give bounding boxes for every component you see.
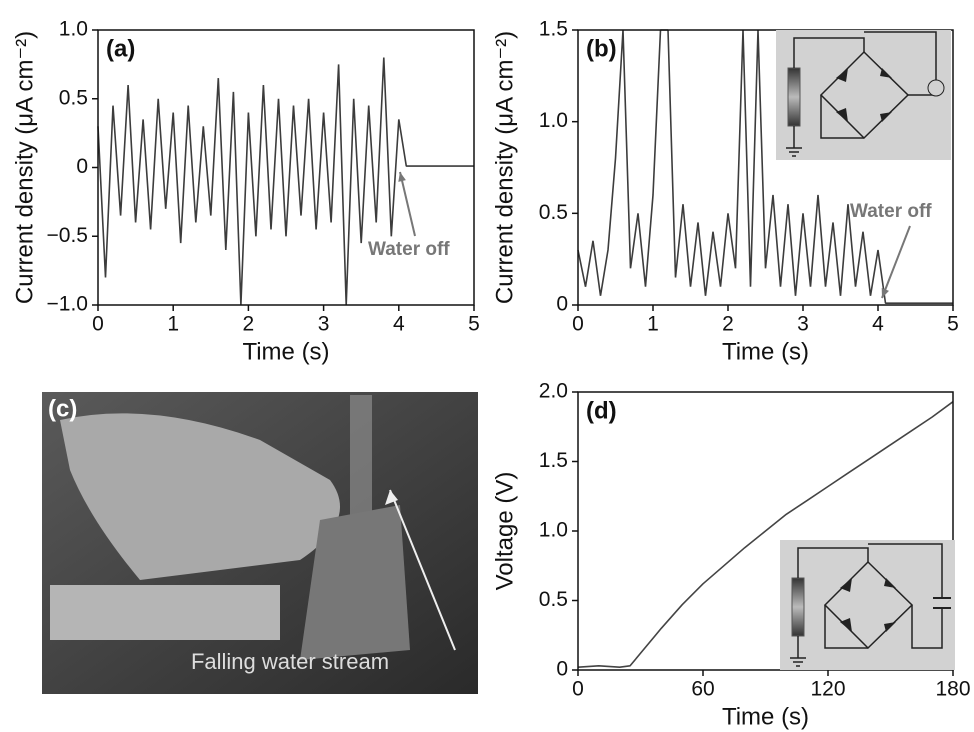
annotation-arrow bbox=[399, 171, 416, 237]
breadboard bbox=[50, 585, 280, 640]
y-tick-label: −0.5 bbox=[47, 224, 88, 247]
panel-label: (d) bbox=[586, 397, 617, 424]
panel-label: (c) bbox=[48, 395, 77, 422]
device bbox=[300, 505, 410, 660]
x-axis-title: Time (s) bbox=[722, 338, 809, 365]
annotation-arrow-head bbox=[398, 172, 406, 182]
y-tick-label: 1.5 bbox=[539, 18, 568, 41]
x-axis-title: Time (s) bbox=[722, 703, 809, 730]
y-tick-label: 1.0 bbox=[539, 519, 568, 542]
y-tick-label: 0 bbox=[556, 293, 568, 316]
annotation-arrow bbox=[881, 225, 911, 299]
y-tick-label: 1.5 bbox=[539, 449, 568, 472]
arrow-head bbox=[385, 490, 398, 505]
y-axis-title: Current density (μA cm⁻²) bbox=[491, 31, 518, 304]
glove bbox=[60, 413, 340, 580]
y-tick-label: 1.0 bbox=[59, 18, 88, 41]
x-tick-label: 2 bbox=[243, 313, 255, 336]
y-tick-label: −1.0 bbox=[47, 293, 88, 316]
y-axis-title: Voltage (V) bbox=[491, 472, 518, 591]
x-tick-label: 0 bbox=[92, 313, 104, 336]
x-tick-label: 60 bbox=[691, 678, 714, 701]
x-tick-label: 120 bbox=[810, 678, 845, 701]
x-tick-label: 180 bbox=[935, 678, 970, 701]
data-line bbox=[577, 29, 953, 304]
y-tick-label: 0.5 bbox=[59, 86, 88, 109]
data-line bbox=[97, 57, 474, 306]
x-tick-label: 1 bbox=[647, 313, 659, 336]
x-tick-label: 5 bbox=[468, 313, 480, 336]
data-line bbox=[577, 401, 954, 668]
annotation-arrow-head bbox=[881, 288, 889, 298]
x-axis-title: Time (s) bbox=[242, 338, 329, 365]
panel-label: (a) bbox=[106, 35, 135, 62]
x-tick-label: 4 bbox=[872, 313, 884, 336]
y-tick-label: 2.0 bbox=[539, 380, 568, 403]
y-tick-label: 0.5 bbox=[539, 588, 568, 611]
y-tick-label: 0.5 bbox=[539, 201, 568, 224]
panel-label: (b) bbox=[586, 35, 617, 62]
ammeter bbox=[927, 79, 945, 97]
x-tick-label: 2 bbox=[722, 313, 734, 336]
arrow bbox=[389, 489, 456, 651]
x-tick-label: 0 bbox=[572, 678, 584, 701]
x-tick-label: 3 bbox=[797, 313, 809, 336]
x-tick-label: 0 bbox=[572, 313, 584, 336]
wire bbox=[868, 543, 943, 649]
y-tick-label: 0 bbox=[76, 155, 88, 178]
circuit-inset bbox=[779, 539, 956, 671]
x-tick-label: 4 bbox=[393, 313, 405, 336]
x-tick-label: 1 bbox=[167, 313, 179, 336]
circuit bbox=[779, 539, 956, 671]
photo-panel: (c) Falling water stream bbox=[42, 392, 478, 694]
capacitor-gap bbox=[934, 598, 950, 608]
x-tick-label: 5 bbox=[947, 313, 959, 336]
x-tick-label: 3 bbox=[318, 313, 330, 336]
annotation: Water off bbox=[850, 201, 932, 222]
caption: Falling water stream bbox=[191, 649, 389, 674]
y-axis-title: Current density (μA cm⁻²) bbox=[11, 31, 38, 304]
annotation: Water off bbox=[368, 239, 450, 260]
y-tick-label: 1.0 bbox=[539, 109, 568, 132]
wire bbox=[864, 31, 937, 96]
plot-frame bbox=[577, 29, 954, 306]
circuit-inset bbox=[775, 29, 952, 161]
y-tick-label: 0 bbox=[556, 658, 568, 681]
